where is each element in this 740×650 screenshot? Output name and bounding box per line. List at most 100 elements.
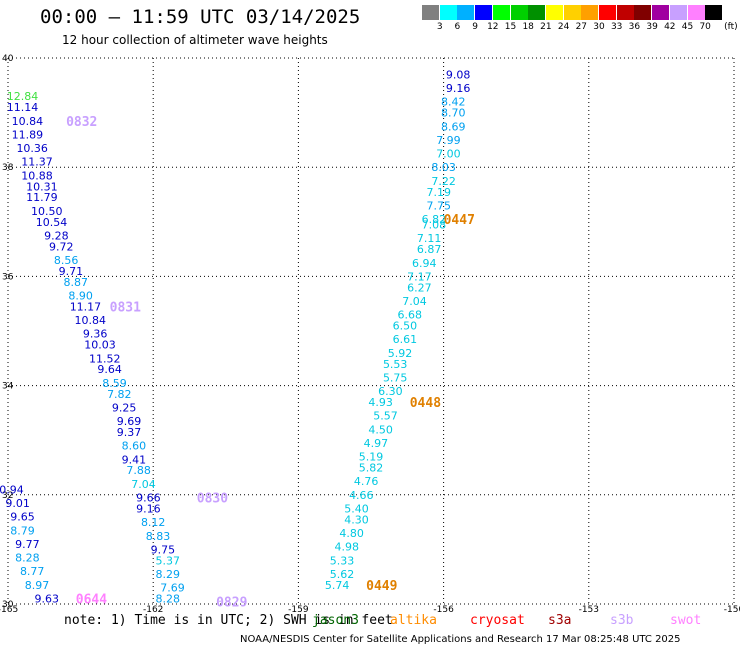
wave-height-value: 5.37 bbox=[155, 554, 180, 567]
color-swatch bbox=[652, 5, 670, 20]
wave-height-value: 9.65 bbox=[10, 511, 35, 524]
x-tick-label: -150 bbox=[724, 605, 740, 615]
wave-height-value: 9.72 bbox=[49, 240, 74, 253]
color-swatch bbox=[422, 5, 439, 20]
mission-label-jason3: jason3 bbox=[312, 613, 359, 628]
wave-height-value: 9.16 bbox=[446, 82, 471, 95]
wave-height-value: 7.17 bbox=[407, 270, 432, 283]
color-swatch bbox=[616, 5, 634, 20]
wave-height-value: 8.70 bbox=[441, 107, 466, 120]
y-tick-label: 32 bbox=[2, 491, 13, 501]
wave-height-value: 5.92 bbox=[388, 347, 413, 360]
wave-height-value: 4.97 bbox=[364, 437, 389, 450]
wave-height-value: 10.31 bbox=[26, 180, 58, 193]
color-label: 70 bbox=[699, 22, 711, 32]
wave-height-value: 6.30 bbox=[378, 385, 403, 398]
wave-height-value: 9.77 bbox=[15, 538, 40, 551]
pass-time-label: 0829 bbox=[216, 595, 247, 610]
wave-height-value: 6.61 bbox=[393, 333, 418, 346]
wave-height-value: 11.79 bbox=[26, 191, 58, 204]
wave-height-value: 8.28 bbox=[15, 552, 40, 565]
wave-height-value: 5.74 bbox=[325, 579, 350, 592]
wave-height-value: 8.83 bbox=[146, 530, 171, 543]
mission-label-s3a: s3a bbox=[548, 613, 572, 628]
color-swatch bbox=[705, 5, 723, 20]
wave-height-value: 6.82 bbox=[422, 213, 447, 226]
wave-height-value: 8.90 bbox=[68, 290, 93, 303]
wave-height-value: 7.82 bbox=[107, 388, 132, 401]
wave-height-value: 8.12 bbox=[141, 516, 166, 529]
color-swatch bbox=[599, 5, 616, 20]
color-swatch bbox=[581, 5, 599, 20]
color-swatch bbox=[545, 5, 563, 20]
wave-height-value: 11.17 bbox=[70, 300, 102, 313]
note-text: note: 1) Time is in UTC; 2) SWH is in fe… bbox=[64, 613, 393, 628]
color-label: (ft) bbox=[724, 22, 738, 32]
wave-height-value: 10.94 bbox=[0, 483, 24, 496]
wave-height-value: 5.57 bbox=[373, 410, 398, 423]
color-label: 30 bbox=[593, 22, 605, 32]
wave-height-value: 10.54 bbox=[36, 216, 68, 229]
color-swatch bbox=[528, 5, 546, 20]
color-label: 21 bbox=[540, 22, 552, 32]
x-tick-label: -159 bbox=[288, 605, 309, 615]
pass-time-label: 0831 bbox=[110, 300, 141, 315]
x-tick-label: -153 bbox=[579, 605, 599, 615]
x-tick-label: -165 bbox=[0, 605, 18, 615]
color-label: 9 bbox=[472, 22, 478, 32]
wave-height-value: 5.19 bbox=[359, 451, 384, 464]
color-swatch bbox=[687, 5, 705, 20]
pass-time-label: 0448 bbox=[410, 396, 441, 411]
wave-height-value: 7.22 bbox=[431, 175, 456, 188]
wave-height-value: 9.71 bbox=[59, 265, 84, 278]
wave-height-value: 4.98 bbox=[335, 541, 360, 554]
wave-height-value: 11.52 bbox=[89, 352, 121, 365]
wave-height-value: 8.60 bbox=[122, 440, 147, 453]
wave-height-value: 4.30 bbox=[344, 513, 369, 526]
y-tick-label: 34 bbox=[2, 382, 14, 392]
wave-height-value: 7.88 bbox=[126, 464, 151, 477]
wave-height-value: 9.25 bbox=[112, 401, 137, 414]
wave-height-value: 10.84 bbox=[12, 115, 44, 128]
wave-height-value: 7.99 bbox=[436, 134, 461, 147]
chart-title: 00:00 – 11:59 UTC 03/14/2025 bbox=[40, 6, 361, 28]
wave-height-value: 8.79 bbox=[10, 524, 35, 537]
y-tick-label: 30 bbox=[2, 600, 14, 610]
color-label: 18 bbox=[522, 22, 534, 32]
wave-height-value: 6.87 bbox=[417, 243, 442, 256]
color-swatch bbox=[563, 5, 581, 20]
wave-height-value: 8.69 bbox=[441, 120, 466, 133]
pass-time-label: 0832 bbox=[66, 115, 97, 130]
wave-height-value: 5.53 bbox=[383, 358, 408, 371]
wave-height-value: 6.50 bbox=[393, 320, 418, 333]
wave-height-value: 9.63 bbox=[34, 593, 59, 606]
wave-height-value: 11.14 bbox=[7, 101, 39, 114]
color-label: 33 bbox=[610, 22, 623, 32]
pass-time-label: 0830 bbox=[197, 492, 228, 507]
wave-height-value: 10.36 bbox=[16, 142, 48, 155]
wave-height-value: 8.77 bbox=[20, 565, 45, 578]
wave-height-value: 9.16 bbox=[136, 502, 161, 515]
wave-height-value: 9.01 bbox=[5, 497, 30, 510]
wave-height-value: 4.66 bbox=[349, 489, 374, 502]
color-label: 15 bbox=[504, 22, 517, 32]
wave-height-value: 5.75 bbox=[383, 371, 408, 384]
wave-height-value: 11.89 bbox=[12, 128, 44, 141]
color-swatch bbox=[669, 5, 687, 20]
wave-height-value: 8.56 bbox=[54, 254, 79, 267]
wave-height-value: 8.42 bbox=[441, 96, 466, 109]
wave-height-value: 9.66 bbox=[136, 492, 161, 505]
wave-height-value: 10.50 bbox=[31, 205, 63, 218]
color-label: 45 bbox=[681, 22, 694, 32]
color-label: 3 bbox=[436, 22, 443, 32]
wave-height-value: 10.88 bbox=[21, 169, 53, 182]
wave-height-value: 7.75 bbox=[427, 199, 452, 212]
wave-height-value: 7.08 bbox=[422, 219, 447, 232]
color-swatch bbox=[457, 5, 475, 20]
wave-height-value: 10.03 bbox=[84, 339, 116, 352]
wave-height-value: 5.62 bbox=[330, 568, 355, 581]
footer-credit: NOAA/NESDIS Center for Satellite Applica… bbox=[240, 634, 681, 645]
pass-time-label: 0447 bbox=[444, 213, 475, 228]
color-label: 36 bbox=[628, 22, 641, 32]
